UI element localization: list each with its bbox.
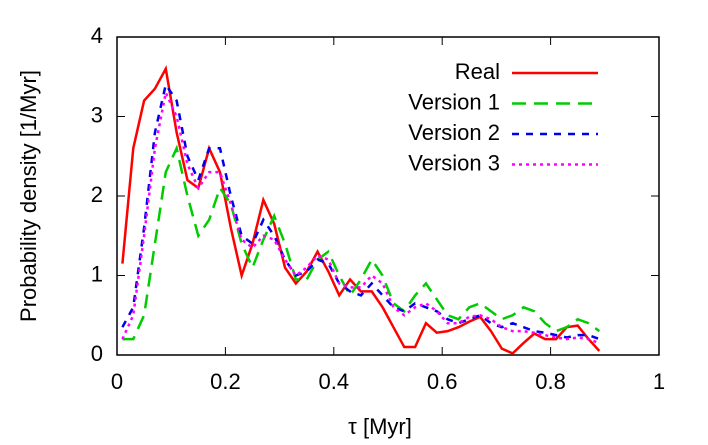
series-line bbox=[121, 81, 600, 341]
y-tick-label: 1 bbox=[91, 261, 103, 286]
x-tick-label: 0.4 bbox=[319, 369, 350, 394]
legend-label: Version 2 bbox=[408, 120, 500, 145]
legend-label: Version 1 bbox=[408, 89, 500, 114]
x-axis-label: τ [Myr] bbox=[348, 414, 412, 439]
y-tick-label: 3 bbox=[91, 102, 103, 127]
y-tick-label: 2 bbox=[91, 182, 103, 207]
series-line bbox=[121, 65, 601, 355]
y-tick-label: 0 bbox=[91, 341, 103, 366]
x-tick-label: 0 bbox=[111, 369, 123, 394]
x-tick-label: 0.2 bbox=[210, 369, 241, 394]
y-tick-label: 4 bbox=[91, 23, 103, 48]
plot-frame bbox=[116, 36, 660, 356]
x-tick-label: 0.8 bbox=[535, 369, 566, 394]
series-line bbox=[122, 144, 601, 341]
legend-label: Real bbox=[455, 59, 500, 84]
y-axis-label: Probability density [1/Myr] bbox=[16, 70, 41, 322]
x-tick-label: 1 bbox=[653, 369, 665, 394]
x-tick-label: 0.6 bbox=[427, 369, 458, 394]
legend-label: Version 3 bbox=[408, 150, 500, 175]
series-line bbox=[121, 88, 600, 345]
